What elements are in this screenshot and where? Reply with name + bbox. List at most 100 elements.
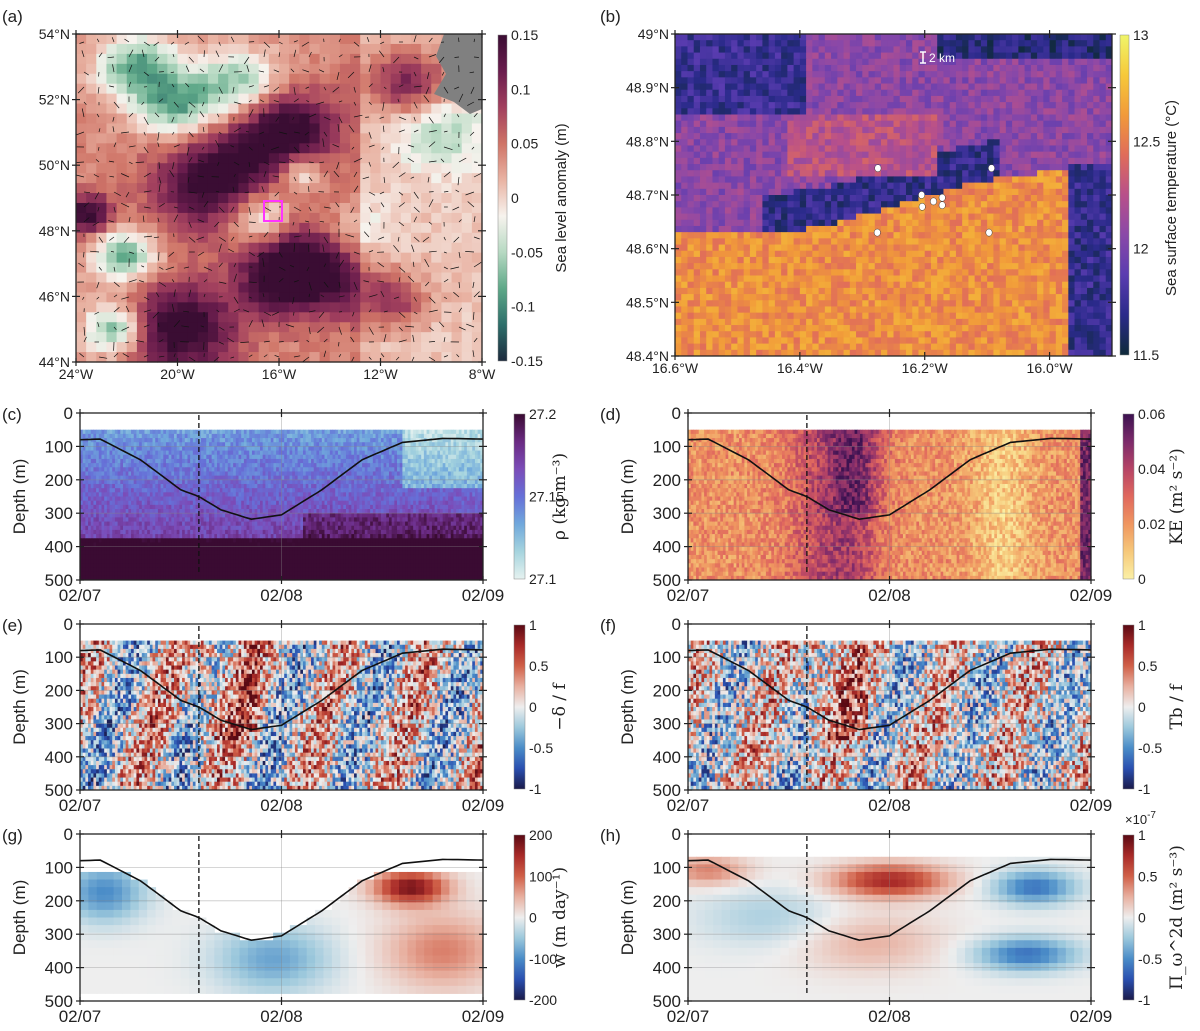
sst-cell [750, 59, 757, 66]
sla-cell [309, 342, 320, 353]
sst-cell [737, 201, 744, 208]
sla-cell [340, 312, 351, 323]
sla-cell [117, 302, 128, 313]
sla-cell [238, 143, 249, 154]
sst-cell [1087, 133, 1094, 140]
sst-cell [925, 263, 932, 270]
sst-cell [1031, 276, 1038, 283]
sst-cell [787, 71, 794, 78]
sst-cell [912, 263, 919, 270]
sst-cell [675, 90, 682, 97]
sla-cell [360, 84, 371, 95]
sst-cell [1081, 40, 1088, 47]
sst-cell [1100, 115, 1107, 122]
sst-cell [1050, 90, 1057, 97]
sst-cell [806, 108, 813, 115]
sst-cell [993, 201, 1000, 208]
sst-cell [812, 214, 819, 221]
sst-cell [875, 176, 882, 183]
sst-cell [900, 77, 907, 84]
sst-cell [937, 65, 944, 72]
sst-cell [856, 176, 863, 183]
sla-cell [117, 253, 128, 264]
sst-cell [1081, 152, 1088, 159]
sst-cell [1081, 294, 1088, 301]
sla-cell [360, 332, 371, 343]
sst-cell [1012, 214, 1019, 221]
sst-cell [737, 257, 744, 264]
sst-cell [844, 127, 851, 134]
sla-cell [86, 332, 97, 343]
sst-cell [912, 77, 919, 84]
sst-cell [894, 300, 901, 307]
sst-cell [769, 127, 776, 134]
sla-cell [96, 233, 107, 244]
sst-cell [744, 170, 751, 177]
a-ytick-label: 50°N [39, 157, 70, 173]
sst-cell [712, 214, 719, 221]
sst-cell [762, 34, 769, 41]
sla-cell [309, 114, 320, 125]
sla-cell [381, 322, 392, 333]
sla-cell [249, 273, 260, 284]
sst-cell [675, 133, 682, 140]
sst-cell [869, 59, 876, 66]
sst-cell [925, 145, 932, 152]
sla-cell [462, 312, 473, 323]
sla-cell [360, 253, 371, 264]
sst-cell [769, 276, 776, 283]
sla-cell [299, 104, 310, 115]
sst-cell [831, 245, 838, 252]
sst-cell [1093, 53, 1100, 60]
sst-cell [800, 145, 807, 152]
sst-cell [900, 84, 907, 91]
sla-cell [259, 123, 270, 134]
sst-cell [950, 34, 957, 41]
sla-cell [411, 183, 422, 194]
sla-cell [238, 263, 249, 274]
sst-cell [987, 183, 994, 190]
sst-cell [1006, 121, 1013, 128]
sst-cell [975, 294, 982, 301]
sst-cell [993, 65, 1000, 72]
sst-cell [1006, 183, 1013, 190]
sst-cell [687, 102, 694, 109]
sst-cell [762, 294, 769, 301]
sst-cell [918, 145, 925, 152]
sst-cell [687, 108, 694, 115]
sst-cell [737, 102, 744, 109]
sst-cell [800, 127, 807, 134]
sst-cell [1043, 214, 1050, 221]
sst-cell [1093, 96, 1100, 103]
sla-cell [411, 233, 422, 244]
sla-cell [137, 243, 148, 254]
sst-cell [769, 294, 776, 301]
sst-cell [1100, 102, 1107, 109]
sst-cell [1037, 251, 1044, 258]
sst-cell [850, 65, 857, 72]
sla-cell [259, 292, 270, 303]
sst-cell [806, 276, 813, 283]
sst-cell [937, 127, 944, 134]
sla-cell [289, 133, 300, 144]
sla-cell [441, 253, 452, 264]
sst-cell [687, 34, 694, 41]
sla-cell [167, 352, 178, 363]
sst-cell [744, 207, 751, 214]
sla-cell [279, 203, 290, 214]
sst-cell [706, 170, 713, 177]
sst-cell [875, 207, 882, 214]
sst-cell [812, 257, 819, 264]
sst-cell [981, 133, 988, 140]
sst-cell [737, 220, 744, 227]
sla-cell [309, 64, 320, 75]
sst-cell [937, 40, 944, 47]
sla-cell [117, 203, 128, 214]
sst-cell [987, 158, 994, 165]
sst-cell [968, 145, 975, 152]
sla-cell [157, 64, 168, 75]
sla-cell [370, 84, 381, 95]
sst-cell [1018, 226, 1025, 233]
sst-cell [694, 189, 701, 196]
sst-cell [1087, 139, 1094, 146]
